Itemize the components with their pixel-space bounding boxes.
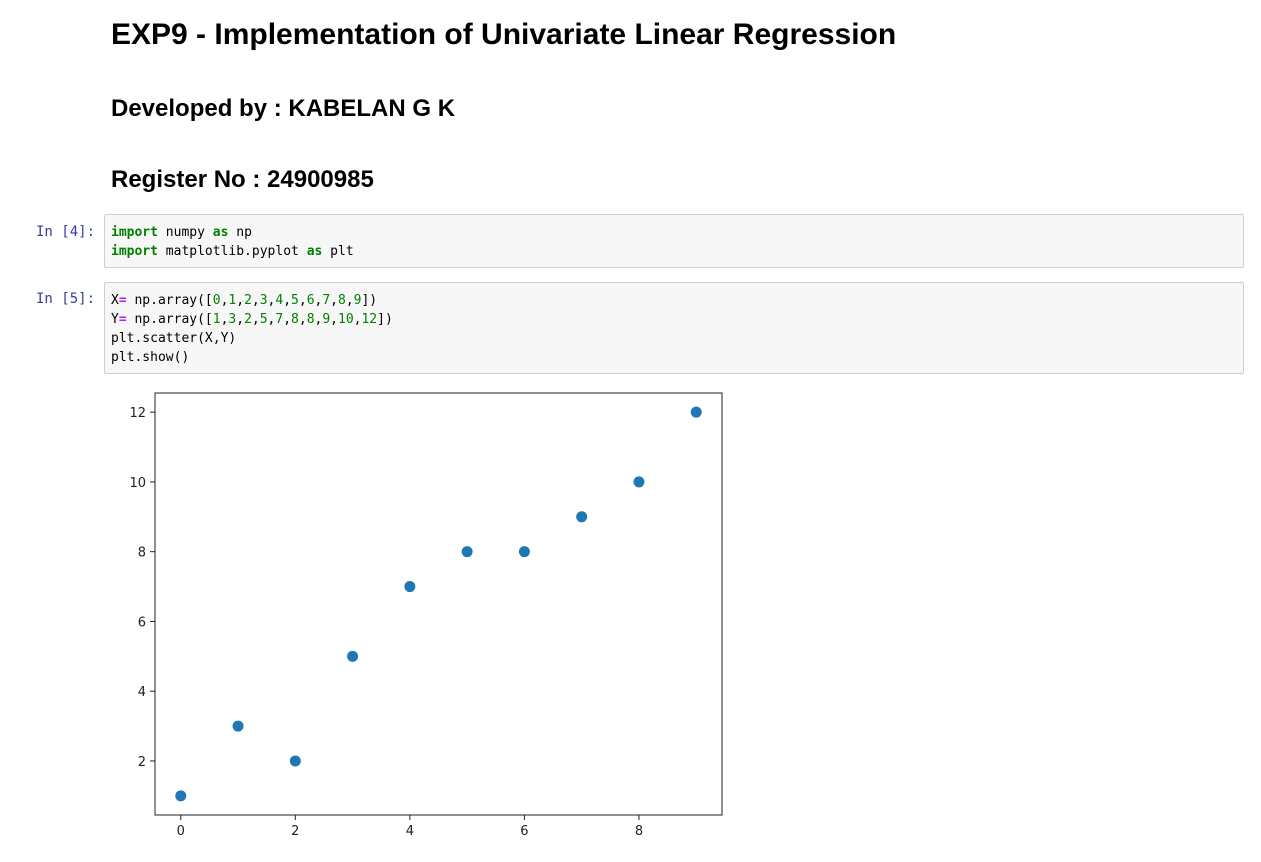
code-token: as [306, 244, 323, 259]
cell-prompt-5: In [5]: [36, 291, 96, 307]
code-token: , [220, 293, 229, 308]
code-token: ]) [377, 312, 393, 327]
scatter-point [289, 755, 301, 767]
code-token: import [111, 225, 158, 240]
scatter-point [633, 476, 645, 488]
scatter-point [690, 406, 702, 418]
developer-heading: Developed by : KABELAN G K [111, 95, 456, 122]
code-token: 7 [275, 312, 284, 327]
y-tick-label: 2 [138, 755, 146, 770]
scatter-point [232, 720, 244, 732]
x-tick-label: 2 [291, 824, 299, 839]
code-token: 3 [228, 312, 237, 327]
x-tick-label: 0 [177, 824, 185, 839]
code-token: 2 [244, 293, 252, 308]
code-token: matplotlib.pyplot [157, 244, 307, 259]
code-token: , [314, 293, 323, 308]
code-token: 10 [338, 312, 354, 327]
code-token: 9 [353, 293, 362, 308]
scatter-point [347, 650, 359, 662]
code-token: , [251, 312, 260, 327]
code-token: as [212, 225, 229, 240]
code-token: 9 [322, 312, 331, 327]
y-tick-label: 4 [138, 685, 146, 700]
code-line: Y= np.array([1,3,2,5,7,8,8,9,10,12]) [111, 310, 1243, 329]
scatter-point [461, 546, 473, 558]
code-token: 12 [361, 312, 378, 327]
register-heading: Register No : 24900985 [111, 166, 374, 193]
code-token: 7 [322, 293, 331, 308]
code-token: 1 [212, 312, 221, 327]
code-token: = [118, 312, 127, 327]
code-token: plt [322, 244, 354, 259]
code-token: 2 [244, 312, 252, 327]
scatter-point [518, 546, 530, 558]
code-token: = [118, 293, 127, 308]
code-token: 1 [228, 293, 237, 308]
code-token: plt.scatter(X,Y) [111, 331, 237, 346]
code-token: X [111, 293, 119, 308]
code-token: ]) [361, 293, 378, 308]
notebook-title: EXP9 - Implementation of Univariate Line… [111, 18, 897, 51]
y-tick-label: 10 [129, 476, 146, 491]
code-token: plt.show() [111, 350, 190, 365]
code-line: X= np.array([0,1,2,3,4,5,6,7,8,9]) [111, 291, 1243, 310]
code-line: import matplotlib.pyplot as plt [111, 242, 1243, 261]
plot-axes-frame [154, 392, 723, 816]
code-token: np.array([ [126, 312, 213, 327]
code-token: , [251, 293, 260, 308]
code-token: , [345, 293, 354, 308]
code-token: import [111, 244, 158, 259]
code-token: np.array([ [126, 293, 213, 308]
code-cell-scatter[interactable]: X= np.array([0,1,2,3,4,5,6,7,8,9]) Y= np.… [104, 282, 1244, 374]
code-token: , [267, 312, 276, 327]
code-token: , [236, 293, 245, 308]
code-token: , [267, 293, 276, 308]
code-token: , [283, 312, 292, 327]
code-line: plt.scatter(X,Y) [111, 329, 1243, 348]
code-token: , [236, 312, 245, 327]
code-token: 8 [291, 312, 299, 327]
code-token: 8 [306, 312, 315, 327]
code-token: , [298, 312, 307, 327]
code-token: , [330, 312, 338, 327]
code-line: plt.show() [111, 348, 1243, 367]
y-tick-label: 6 [138, 615, 146, 630]
y-tick-label: 12 [129, 406, 146, 421]
code-token: Y [111, 312, 119, 327]
code-token: , [353, 312, 362, 327]
code-token: 8 [338, 293, 346, 308]
code-token: 0 [212, 293, 221, 308]
code-token: 4 [275, 293, 284, 308]
code-token: 5 [259, 312, 268, 327]
code-token: , [220, 312, 229, 327]
code-token: 6 [306, 293, 315, 308]
x-tick-label: 8 [635, 824, 643, 839]
scatter-point [576, 511, 588, 523]
code-line: import numpy as np [111, 223, 1243, 242]
scatter-point [175, 790, 187, 802]
cell-prompt-4: In [4]: [36, 224, 96, 240]
code-token: np [228, 225, 252, 240]
code-token: , [298, 293, 307, 308]
code-token: numpy [157, 225, 213, 240]
code-cell-imports[interactable]: import numpy as np import matplotlib.pypl… [104, 214, 1244, 268]
x-tick-label: 6 [520, 824, 528, 839]
y-tick-label: 8 [138, 546, 146, 561]
code-token: , [330, 293, 338, 308]
code-token: 3 [259, 293, 268, 308]
code-token: 5 [291, 293, 299, 308]
code-token: , [283, 293, 292, 308]
scatter-point [404, 581, 416, 593]
x-tick-label: 4 [406, 824, 414, 839]
code-token: , [314, 312, 323, 327]
